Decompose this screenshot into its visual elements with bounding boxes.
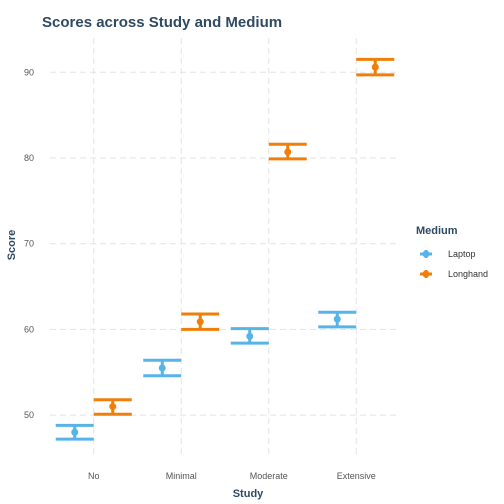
y-tick-label: 50 <box>24 410 34 420</box>
errorbar-longhand-no <box>93 398 132 416</box>
data-marks <box>55 57 395 441</box>
x-tick-label: Moderate <box>250 471 288 481</box>
legend-key-point <box>422 270 430 278</box>
errorbar-laptop-no <box>55 423 94 441</box>
errorbar-laptop-minimal <box>143 358 182 378</box>
x-tick-label: Minimal <box>166 471 197 481</box>
x-axis-ticks: No Minimal Moderate Extensive <box>88 471 376 481</box>
y-tick-label: 90 <box>24 67 34 77</box>
grid-layer <box>50 38 400 458</box>
x-tick-label: Extensive <box>337 471 376 481</box>
y-tick-label: 70 <box>24 239 34 249</box>
errorbar-longhand-minimal <box>181 312 220 331</box>
legend-label: Laptop <box>448 249 476 259</box>
errorbar-longhand-extensive <box>356 57 395 77</box>
legend: Medium Laptop Longhand <box>416 225 488 279</box>
x-tick-label: No <box>88 471 100 481</box>
mean-point <box>246 332 254 340</box>
mean-point <box>71 428 79 436</box>
y-tick-label: 60 <box>24 324 34 334</box>
legend-item-longhand: Longhand <box>420 269 488 279</box>
mean-point <box>158 364 166 372</box>
mean-point <box>109 403 117 411</box>
y-axis-ticks: 50 60 70 80 90 <box>24 67 34 420</box>
chart-title: Scores across Study and Medium <box>42 14 282 31</box>
mean-point <box>284 148 292 156</box>
mean-point <box>371 63 379 71</box>
mean-point <box>196 318 204 326</box>
errorbar-laptop-moderate <box>230 327 269 345</box>
y-axis-title: Score <box>6 230 18 261</box>
errorbar-laptop-extensive <box>318 310 357 329</box>
legend-key-point <box>422 250 430 258</box>
legend-title: Medium <box>416 225 458 237</box>
legend-item-laptop: Laptop <box>420 249 476 259</box>
x-axis-title: Study <box>233 488 264 500</box>
y-tick-label: 80 <box>24 153 34 163</box>
mean-point <box>333 315 341 323</box>
legend-label: Longhand <box>448 269 488 279</box>
errorbar-longhand-moderate <box>268 142 307 161</box>
